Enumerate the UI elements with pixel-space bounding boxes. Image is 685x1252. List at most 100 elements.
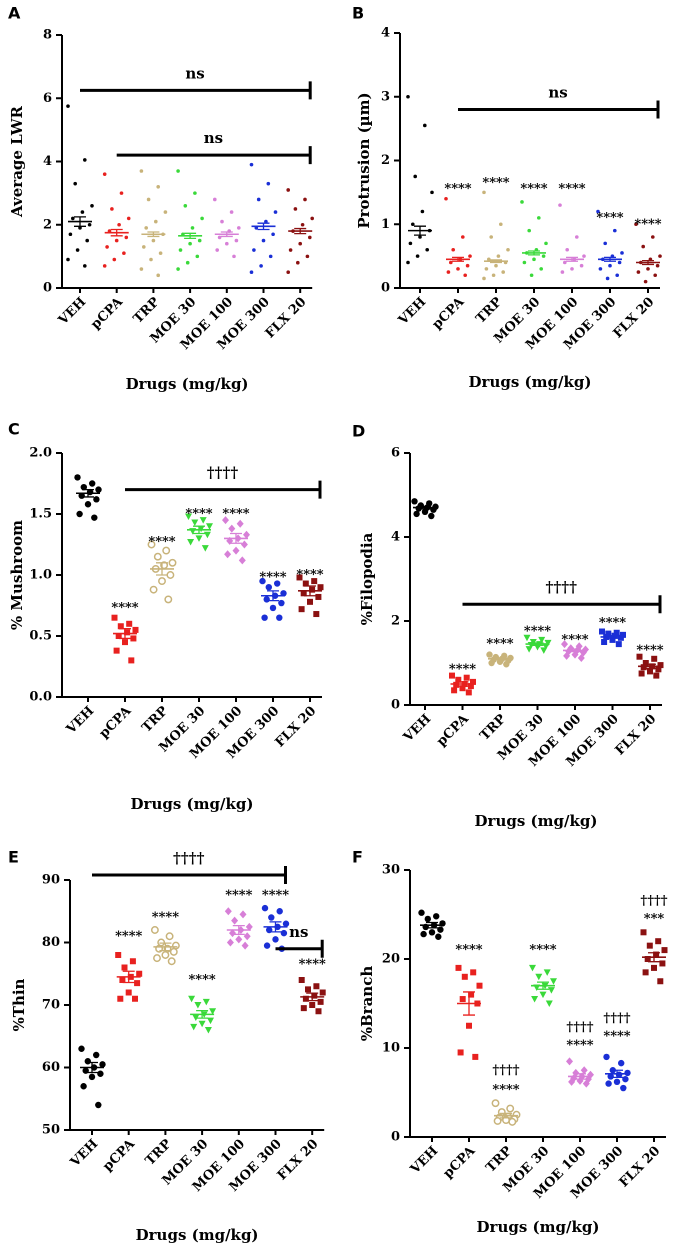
data-point [199, 517, 207, 524]
data-point [494, 263, 498, 268]
data-point [303, 197, 307, 202]
data-point [634, 222, 638, 227]
data-point [506, 1104, 515, 1113]
data-point [618, 1059, 625, 1067]
data-point [459, 996, 466, 1003]
y-axis-label: %Filopodia [358, 532, 376, 625]
bracket-label: ns [289, 923, 308, 941]
y-axis-label: %Thin [10, 978, 28, 1031]
sem-bar [86, 1061, 98, 1074]
data-point [126, 216, 131, 221]
significance-label: **** [222, 507, 249, 522]
data-point [571, 650, 579, 659]
data-point [463, 273, 468, 278]
data-point [570, 267, 574, 271]
data-point [78, 226, 82, 230]
data-point [119, 977, 126, 983]
data-point [263, 596, 270, 603]
data-point [130, 635, 137, 642]
data-point [472, 1053, 479, 1060]
y-tick-label: 2 [391, 614, 400, 629]
x-axis-label: Drugs (mg/kg) [475, 812, 598, 830]
data-point [149, 585, 158, 594]
data-point [102, 172, 107, 176]
data-point [305, 254, 310, 259]
data-point [313, 611, 320, 618]
sem-bar [306, 992, 319, 1002]
data-point [544, 639, 552, 647]
data-point [129, 958, 136, 965]
data-point [644, 956, 651, 962]
data-point [525, 646, 533, 653]
sem-bar [257, 222, 270, 231]
data-point [234, 238, 239, 243]
data-point [613, 228, 617, 233]
data-point [561, 640, 568, 649]
sem-bar [82, 488, 94, 498]
data-point [240, 540, 248, 549]
data-point [313, 983, 320, 990]
data-point [428, 929, 436, 936]
data-point [453, 681, 460, 688]
data-point [541, 254, 546, 258]
data-point [204, 1027, 212, 1034]
data-point [446, 270, 451, 274]
data-point [147, 540, 156, 549]
data-point [83, 264, 87, 268]
data-point [465, 689, 472, 696]
data-point [651, 655, 658, 662]
data-point [565, 247, 569, 252]
data-point [651, 235, 655, 239]
y-tick-label: 0.5 [29, 629, 52, 644]
x-tick-label: TRP [143, 1137, 175, 1169]
x-tick-label: FLX 20 [263, 295, 310, 342]
data-point [420, 930, 427, 938]
data-point [418, 909, 425, 916]
data-point [615, 273, 619, 278]
sem-bar [193, 525, 205, 535]
data-point [190, 1023, 198, 1031]
sem-bar [456, 681, 469, 687]
data-point [563, 260, 567, 265]
bracket-label: †††† [207, 464, 239, 482]
data-point [278, 599, 285, 607]
significance-label: **** [486, 637, 513, 652]
panel-label: A [8, 4, 21, 23]
data-point [560, 270, 565, 274]
data-point [188, 995, 196, 1003]
y-tick-label: 4 [381, 26, 390, 41]
sem-bar [644, 663, 656, 670]
y-tick-label: 1.5 [29, 507, 52, 522]
sem-bar [463, 991, 475, 1016]
data-point [608, 263, 612, 268]
sem-bar [606, 635, 619, 639]
x-tick-label: pCPA [88, 294, 126, 332]
data-point [653, 273, 657, 278]
data-point [232, 546, 240, 555]
data-point [308, 235, 312, 240]
data-point [455, 676, 462, 683]
data-point [87, 222, 92, 227]
data-point [319, 989, 326, 996]
data-point [317, 998, 324, 1005]
data-point [499, 222, 503, 227]
data-point [467, 683, 474, 690]
data-point [113, 647, 120, 654]
data-point [620, 251, 624, 255]
data-point [95, 1101, 102, 1109]
data-point [88, 1073, 96, 1081]
data-point [640, 664, 647, 671]
data-point [132, 626, 139, 633]
data-point [122, 639, 128, 646]
data-point [259, 264, 263, 268]
bracket [275, 939, 324, 958]
data-point [224, 907, 232, 916]
data-point [263, 942, 271, 949]
data-point [166, 571, 175, 579]
data-point [307, 598, 313, 605]
data-point [286, 270, 291, 274]
data-point [437, 926, 444, 933]
panel-label: E [8, 848, 19, 867]
data-point [468, 254, 472, 258]
